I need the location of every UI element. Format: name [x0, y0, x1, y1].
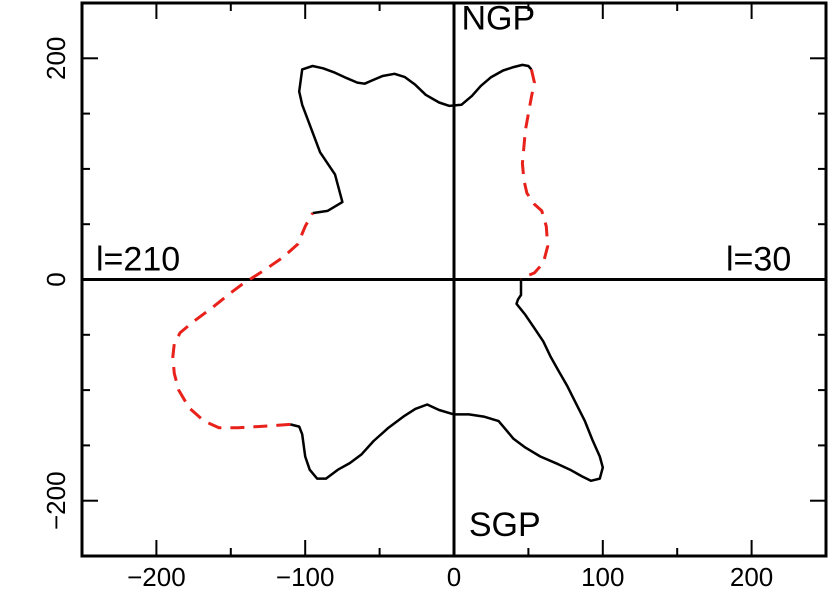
x-tick-label: −200: [127, 562, 186, 590]
y-tick-label: 0: [41, 272, 71, 286]
labels-layer: NGP SGP l=210 l=30: [96, 0, 791, 544]
annotation-l210: l=210: [96, 241, 180, 279]
series-line-dashed: [520, 69, 550, 281]
series-line-solid: [290, 279, 605, 483]
y-tick-label: 200: [41, 37, 71, 80]
y-tick-label: −200: [41, 471, 71, 530]
x-tick-label: 100: [581, 562, 624, 590]
series-layer: [171, 63, 605, 483]
series-line-solid: [297, 63, 533, 215]
annotation-l30: l=30: [726, 241, 791, 279]
x-tick-label: 0: [447, 562, 461, 590]
x-tick-label: 200: [730, 562, 773, 590]
annotation-sgp: SGP: [469, 506, 541, 544]
axis-lines-layer: [82, 3, 826, 556]
x-tick-label: −100: [276, 562, 335, 590]
ticks-layer: −200 −100 0 100 200 −200 0 200: [41, 2, 827, 590]
series-line-dashed: [171, 212, 314, 430]
annotation-ngp: NGP: [461, 0, 535, 38]
